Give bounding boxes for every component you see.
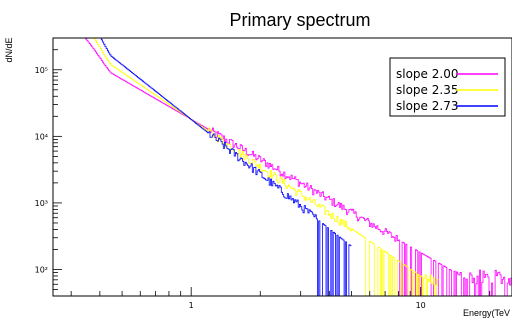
legend-label: slope 2.73 [396, 99, 458, 113]
series-line [53, 37, 439, 297]
x-tick-label: 10 [416, 301, 426, 310]
plot-frame [52, 37, 512, 297]
x-tick-label: 1 [189, 301, 194, 310]
legend: slope 2.00 slope 2.35 slope 2.73 [389, 57, 506, 117]
x-axis-label: Energy(TeV [463, 308, 510, 318]
legend-label: slope 2.35 [396, 83, 458, 97]
y-tick-label: 10⁵ [35, 66, 48, 75]
y-tick-label: 10⁴ [35, 132, 48, 141]
y-tick-label: 10³ [35, 199, 48, 208]
y-axis-label: dN/dE [4, 37, 14, 62]
legend-label: slope 2.00 [396, 67, 458, 81]
chart-title: Primary spectrum [229, 10, 370, 30]
series-line [53, 37, 352, 297]
y-tick-label: 10² [35, 266, 48, 275]
series-line [53, 37, 512, 297]
ticks-layer: 1 10 10² 10³ 10⁴ 10⁵ [35, 37, 491, 310]
